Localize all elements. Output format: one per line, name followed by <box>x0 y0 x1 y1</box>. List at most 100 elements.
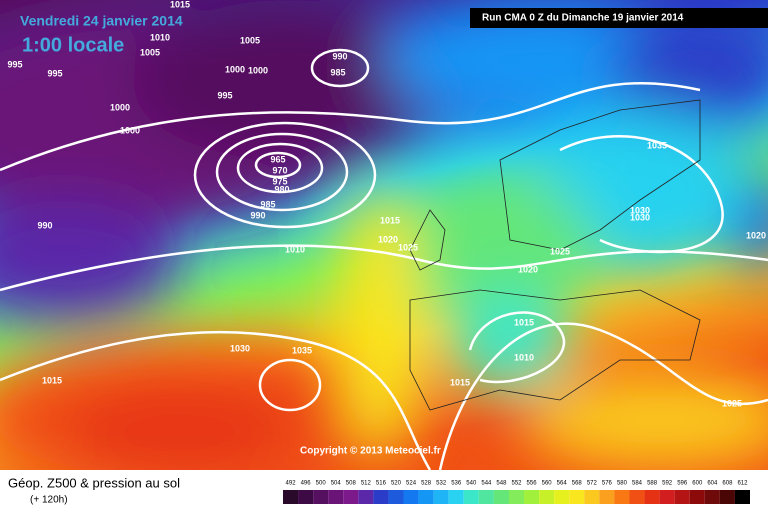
legend-swatch <box>463 490 479 504</box>
legend-swatch <box>734 490 750 504</box>
legend-swatch <box>493 490 509 504</box>
field <box>0 0 768 470</box>
legend-label: 528 <box>421 481 432 487</box>
isobar-label: 1035 <box>292 345 312 355</box>
legend-swatch <box>629 490 645 504</box>
forecast-time: 1:00 locale <box>22 34 124 56</box>
legend-label: 516 <box>376 481 387 487</box>
isobar-label: 1020 <box>378 234 398 244</box>
isobar-label: 990 <box>250 210 265 220</box>
isobar-label: 985 <box>330 67 345 77</box>
legend-label: 612 <box>737 481 748 487</box>
legend-label: 580 <box>617 481 628 487</box>
legend-swatch <box>644 490 660 504</box>
isobar-label: 1030 <box>630 205 650 215</box>
isobar-label: 1015 <box>450 377 470 387</box>
legend-swatch <box>418 490 434 504</box>
isobar-label: 1010 <box>150 32 170 42</box>
legend-label: 540 <box>466 481 477 487</box>
isobar-label: 1000 <box>110 102 130 112</box>
legend-label: 592 <box>662 481 673 487</box>
forecast-date: Vendredi 24 janvier 2014 <box>20 13 183 29</box>
isobar-label: 985 <box>260 199 275 209</box>
isobar-label: 1015 <box>380 215 400 225</box>
isobar-label: 1020 <box>746 230 766 240</box>
legend-swatch <box>524 490 540 504</box>
footer-lead: (+ 120h) <box>30 495 68 506</box>
legend-label: 504 <box>331 481 342 487</box>
isobar-label: 980 <box>274 184 289 194</box>
isobar-label: 965 <box>270 154 285 164</box>
isobar-label: 990 <box>37 220 52 230</box>
legend-swatch <box>614 490 630 504</box>
legend-label: 532 <box>436 481 447 487</box>
isobar-label: 1025 <box>398 242 418 252</box>
legend-label: 564 <box>557 481 568 487</box>
isobar-label: 1035 <box>647 140 667 150</box>
isobar-label: 1000 <box>120 125 140 135</box>
legend-label: 508 <box>346 481 357 487</box>
legend-label: 548 <box>496 481 507 487</box>
isobar-label: 1000 <box>225 64 245 74</box>
legend-label: 588 <box>647 481 658 487</box>
legend-swatch <box>674 490 690 504</box>
legend-label: 544 <box>481 481 492 487</box>
legend-swatch <box>313 490 329 504</box>
legend-label: 584 <box>632 481 643 487</box>
legend-label: 524 <box>406 481 417 487</box>
legend-label: 604 <box>707 481 718 487</box>
legend-label: 568 <box>572 481 583 487</box>
isobar-label: 1015 <box>514 317 534 327</box>
legend-swatch <box>539 490 555 504</box>
legend-swatch <box>433 490 449 504</box>
isobar-label: 1020 <box>518 264 538 274</box>
legend-swatch <box>569 490 585 504</box>
isobar-label: 1005 <box>240 35 260 45</box>
legend-swatch <box>448 490 464 504</box>
isobar-label: 995 <box>47 68 62 78</box>
legend-swatch <box>388 490 404 504</box>
legend-label: 596 <box>677 481 688 487</box>
isobar-label: 975 <box>272 176 287 186</box>
isobar-label: 1005 <box>140 47 160 57</box>
legend-label: 500 <box>316 481 327 487</box>
legend-swatch <box>584 490 600 504</box>
run-box <box>470 8 768 28</box>
legend-label: 552 <box>511 481 522 487</box>
legend-label: 520 <box>391 481 402 487</box>
legend-swatch <box>719 490 735 504</box>
legend-swatch <box>403 490 419 504</box>
isobar-label: 1025 <box>550 246 570 256</box>
run-info: Run CMA 0 Z du Dimanche 19 janvier 2014 <box>482 13 684 24</box>
legend-swatch <box>373 490 389 504</box>
legend-swatch <box>358 490 374 504</box>
legend-swatch <box>659 490 675 504</box>
legend-swatch <box>478 490 494 504</box>
isobar-label: 1000 <box>248 65 268 75</box>
isobar-label: 1010 <box>514 352 534 362</box>
legend-swatch <box>328 490 344 504</box>
isobar-label: 970 <box>272 165 287 175</box>
legend-label: 576 <box>602 481 613 487</box>
legend-swatch <box>599 490 615 504</box>
legend-swatch <box>689 490 705 504</box>
legend-label: 572 <box>587 481 598 487</box>
legend-swatch <box>508 490 525 504</box>
isobar-label: 1025 <box>722 398 742 408</box>
legend-swatch <box>298 490 314 504</box>
legend-label: 512 <box>361 481 372 487</box>
isobar-label: 1015 <box>170 0 190 9</box>
legend-label: 556 <box>527 481 538 487</box>
legend-swatch <box>283 490 299 504</box>
isobar-label: 1015 <box>42 375 62 385</box>
isobar-label: 990 <box>332 51 347 61</box>
legend-swatch <box>343 490 359 504</box>
legend-swatch <box>704 490 720 504</box>
footer-title: Géop. Z500 & pression au sol <box>8 475 180 490</box>
legend-label: 492 <box>286 481 297 487</box>
legend-label: 608 <box>722 481 733 487</box>
legend-label: 600 <box>692 481 703 487</box>
legend-label: 536 <box>451 481 462 487</box>
isobar-label: 1010 <box>285 244 305 254</box>
